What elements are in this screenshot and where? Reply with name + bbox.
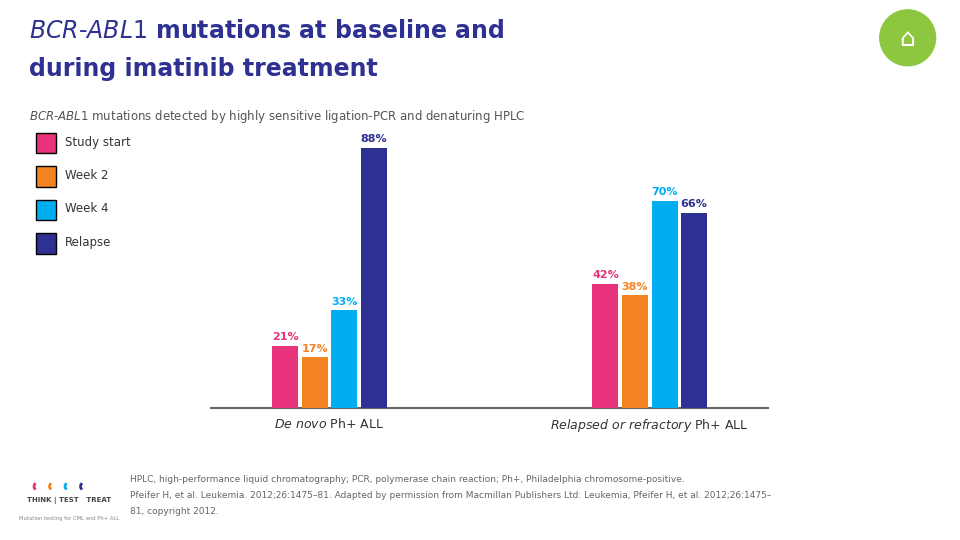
Bar [622, 295, 648, 408]
Bar [681, 213, 708, 408]
Text: $\it{BCR\text{-}ABL1}$ mutations detected by highly sensitive ligation-PCR and d: $\it{BCR\text{-}ABL1}$ mutations detecte… [29, 108, 525, 125]
Text: $\it{BCR\text{-}ABL1}$ mutations at baseline and: $\it{BCR\text{-}ABL1}$ mutations at base… [29, 19, 504, 43]
Bar [301, 357, 327, 408]
Text: 66%: 66% [681, 199, 708, 209]
Text: Study start: Study start [65, 136, 131, 148]
Text: 81, copyright 2012.: 81, copyright 2012. [130, 507, 218, 516]
Bar [652, 201, 678, 408]
Text: 38%: 38% [622, 282, 648, 292]
Text: $\it{BCR\text{-}ABL1}$ mutant clones present at baseline expand during treatment: $\it{BCR\text{-}ABL1}$ mutant clones pre… [194, 439, 771, 458]
Text: Week 2: Week 2 [65, 169, 108, 182]
Text: THINK | TEST   TREAT: THINK | TEST TREAT [28, 497, 111, 503]
Text: during imatinib treatment: during imatinib treatment [29, 57, 377, 80]
Text: 88%: 88% [361, 134, 387, 144]
Bar [361, 148, 387, 408]
Bar [272, 346, 299, 408]
Text: $\it{Relapsed\ or\ refractory}$ Ph+ ALL: $\it{Relapsed\ or\ refractory}$ Ph+ ALL [550, 417, 749, 434]
Text: ⌂: ⌂ [900, 27, 916, 51]
Text: $\it{De\ novo}$ Ph+ ALL: $\it{De\ novo}$ Ph+ ALL [275, 417, 385, 431]
Text: Mutation testing for CML and Ph+ ALL: Mutation testing for CML and Ph+ ALL [19, 516, 120, 521]
Text: HPLC, high-performance liquid chromatography; PCR, polymerase chain reaction; Ph: HPLC, high-performance liquid chromatogr… [130, 475, 684, 484]
Text: Relapse: Relapse [65, 236, 111, 249]
Text: Week 4: Week 4 [65, 202, 108, 215]
Circle shape [879, 10, 936, 66]
Text: 42%: 42% [592, 270, 619, 280]
Text: 70%: 70% [651, 187, 678, 198]
Bar [592, 284, 618, 408]
Bar [331, 310, 357, 408]
Text: 33%: 33% [331, 296, 357, 307]
Text: Pfeifer H, et al. Leukemia. 2012;26:1475–81. Adapted by permission from Macmilla: Pfeifer H, et al. Leukemia. 2012;26:1475… [130, 491, 771, 501]
Text: 21%: 21% [272, 332, 299, 342]
Text: 17%: 17% [301, 344, 328, 354]
